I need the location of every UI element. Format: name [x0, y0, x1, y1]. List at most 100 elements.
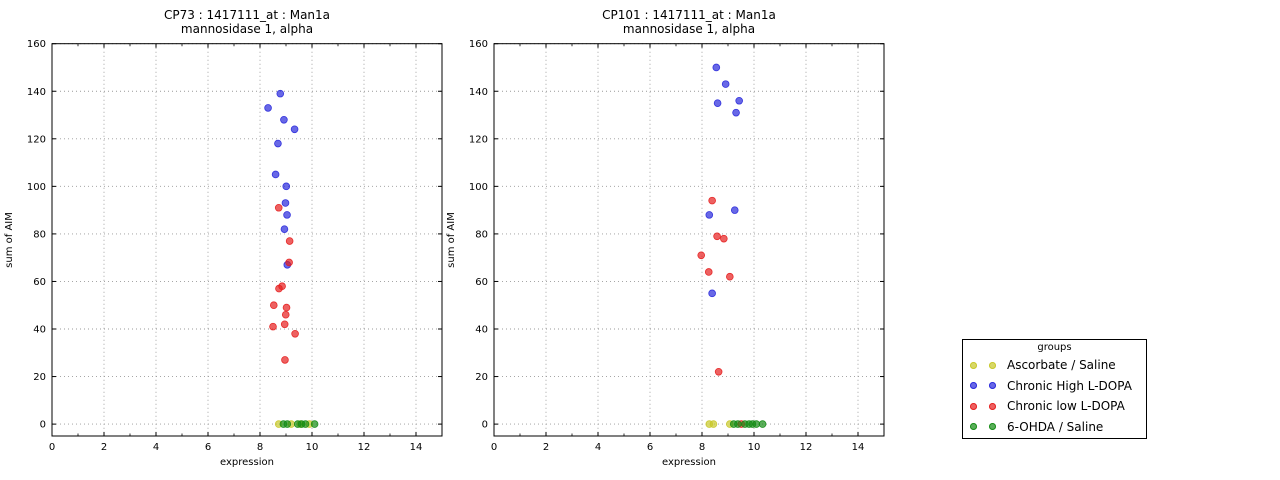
data-point	[708, 196, 716, 205]
x-tick-label: 8	[257, 442, 263, 453]
data-point	[720, 234, 728, 243]
plot1-xaxis-label: expression	[220, 457, 274, 468]
chronic-low-ldopa-marker-icon	[989, 402, 996, 410]
chronic-high-ldopa-marker-icon	[989, 382, 996, 390]
plot2-xaxis-label: expression	[662, 457, 716, 468]
data-point	[310, 420, 319, 428]
x-tick-label: 10	[748, 442, 761, 453]
x-tick-label: 14	[410, 442, 423, 453]
data-point	[752, 420, 761, 428]
plot2-title-line1: CP101 : 1417111_at : Man1a	[602, 8, 776, 22]
y-tick-label: 20	[475, 372, 488, 383]
data-point	[704, 268, 713, 276]
data-point	[301, 420, 310, 428]
data-point	[282, 182, 291, 191]
data-point	[708, 289, 716, 298]
6ohda-saline-marker-icon	[989, 423, 996, 431]
x-tick-label: 8	[699, 442, 705, 453]
data-point	[281, 199, 290, 207]
data-point	[712, 63, 721, 72]
y-tick-label: 100	[27, 182, 46, 193]
x-tick-label: 4	[595, 442, 601, 453]
x-tick-label: 6	[205, 442, 211, 453]
data-point	[713, 232, 721, 241]
ascorbate-saline-marker-icon	[989, 361, 996, 369]
x-tick-label: 12	[358, 442, 371, 453]
y-tick-label: 0	[40, 420, 46, 431]
6ohda-saline-marker-icon	[970, 423, 977, 431]
data-point	[283, 420, 292, 428]
data-point	[714, 368, 723, 376]
plot1-title-line2: mannosidase 1, alpha	[181, 22, 313, 36]
data-point	[705, 211, 714, 219]
y-tick-label: 140	[469, 87, 488, 98]
data-point	[281, 310, 290, 319]
data-point	[713, 99, 722, 107]
legend-label: Chronic High L-DOPA	[1007, 378, 1132, 393]
y-tick-label: 0	[482, 420, 488, 431]
data-point	[275, 284, 283, 293]
x-tick-label: 0	[491, 442, 497, 453]
x-tick-label: 14	[852, 442, 865, 453]
y-tick-label: 40	[475, 325, 488, 336]
data-point	[709, 420, 718, 428]
y-tick-label: 140	[27, 87, 46, 98]
x-tick-label: 10	[306, 442, 319, 453]
x-tick-label: 4	[153, 442, 159, 453]
plot1-yaxis-label: sum of AIM	[4, 212, 15, 268]
legend-title: groups	[1037, 342, 1072, 353]
y-tick-label: 120	[27, 134, 46, 145]
legend-entry-ascorbate-saline: Ascorbate / Saline	[963, 355, 1146, 376]
y-tick-label: 120	[469, 134, 488, 145]
plot2-title-line2: mannosidase 1, alpha	[623, 22, 755, 36]
chronic-high-ldopa-marker-icon	[970, 382, 977, 390]
data-point	[280, 225, 289, 233]
y-tick-label: 20	[33, 372, 46, 383]
data-point	[281, 356, 289, 364]
data-point	[726, 272, 734, 281]
y-tick-label: 40	[33, 325, 46, 336]
data-point	[280, 320, 289, 329]
data-point	[283, 211, 291, 219]
data-point	[721, 80, 730, 88]
data-point	[269, 322, 277, 331]
y-tick-label: 60	[475, 277, 488, 288]
legend-entry-chronic-low-ldopa: Chronic low L-DOPA	[963, 396, 1146, 417]
x-tick-label: 2	[543, 442, 549, 453]
data-point	[290, 125, 299, 134]
scatter-plots-svg: CP73 : 1417111_at : Man1a mannosidase 1,…	[4, 8, 885, 468]
legend-entry-6ohda-saline: 6-OHDA / Saline	[963, 417, 1146, 438]
data-point	[276, 89, 285, 98]
x-tick-label: 12	[800, 442, 813, 453]
data-point	[269, 301, 278, 310]
data-point	[282, 303, 291, 312]
chronic-low-ldopa-marker-icon	[970, 402, 977, 410]
y-tick-label: 80	[475, 229, 488, 240]
data-point	[285, 258, 293, 267]
axes-spines	[51, 43, 443, 437]
plot1-title-line1: CP73 : 1417111_at : Man1a	[164, 8, 330, 22]
y-tick-label: 60	[33, 277, 46, 288]
data-point	[732, 108, 740, 117]
legend-label: Chronic low L-DOPA	[1007, 399, 1125, 414]
data-point	[734, 420, 742, 428]
y-tick-label: 80	[33, 229, 46, 240]
axes-spines	[493, 43, 885, 437]
data-point	[758, 420, 767, 428]
legend-entry-chronic-high-ldopa: Chronic High L-DOPA	[963, 376, 1146, 397]
x-tick-label: 0	[49, 442, 55, 453]
y-tick-label: 160	[469, 39, 488, 50]
plot2-yaxis-label: sum of AIM	[446, 212, 457, 268]
legend-label: Ascorbate / Saline	[1007, 358, 1116, 373]
data-point	[274, 139, 282, 148]
legend-label: 6-OHDA / Saline	[1007, 419, 1104, 434]
x-tick-label: 6	[647, 442, 653, 453]
data-point	[274, 203, 283, 212]
data-point	[285, 237, 294, 245]
legend-box: groups Ascorbate / Saline Chronic High L…	[962, 339, 1147, 439]
data-point	[271, 170, 280, 179]
y-tick-label: 160	[27, 39, 46, 50]
data-point	[264, 104, 272, 112]
